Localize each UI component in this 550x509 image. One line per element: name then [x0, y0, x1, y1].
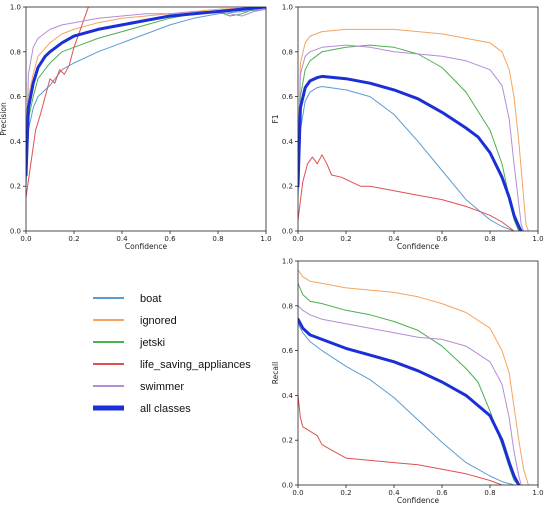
series-group	[298, 28, 529, 231]
legend-label: boat	[140, 293, 161, 305]
y-tick-label: 0.0	[282, 228, 293, 236]
series-line-jetski	[298, 282, 520, 485]
series-group	[26, 7, 266, 198]
series-line-life_saving_appliances	[298, 394, 503, 485]
f1-confidence-chart: 0.0 0.2 0.4 0.6 0.8 1.0 0.0 0.2 0.4 0.6 0.8 1.0 Conf…	[271, 4, 544, 252]
y-tick-label: 0.6	[282, 347, 294, 355]
legend: boat ignored jetski life_saving_appliancess…	[93, 293, 251, 415]
y-tick-label: 0.6	[282, 93, 294, 101]
series-line-all	[26, 7, 266, 177]
recall-confidence-chart: 0.0 0.2 0.4 0.6 0.8 1.0 0.0 0.2 0.4 0.6 0.8 1.0 Conf…	[271, 258, 544, 506]
series-line-boat	[298, 86, 515, 231]
legend-label: jetski	[139, 337, 165, 349]
plot-frame	[297, 6, 539, 232]
y-tick-label: 0.4	[282, 392, 294, 400]
legend-label: swimmer	[140, 381, 184, 393]
plot-frame	[25, 6, 267, 232]
series-group	[298, 269, 529, 485]
y-axis-label: Precision	[0, 102, 8, 136]
x-tick-label: 0.0	[20, 235, 31, 243]
legend-label: all classes	[140, 403, 191, 415]
x-tick-label: 0.2	[340, 489, 351, 497]
x-tick-label: 0.6	[436, 235, 448, 243]
x-tick-label: 0.6	[164, 235, 176, 243]
series-line-ignored	[26, 7, 266, 165]
y-tick-label: 0.8	[282, 48, 293, 56]
precision-confidence-chart: 0.0 0.2 0.4 0.6 0.8 1.0 0.0 0.2 0.4 0.6 0.8 1.0 Conf…	[0, 4, 272, 252]
y-tick-label: 0.4	[10, 138, 22, 146]
series-line-swimmer	[26, 8, 266, 165]
y-tick-label: 0.8	[10, 48, 21, 56]
series-line-jetski	[298, 44, 520, 231]
series-line-life_saving_appliances	[298, 154, 515, 231]
series-line-ignored	[298, 269, 529, 485]
y-axis-label: F1	[271, 114, 280, 123]
y-tick-label: 0.2	[282, 183, 293, 191]
x-tick-label: 1.0	[532, 235, 543, 243]
y-tick-label: 0.6	[10, 93, 22, 101]
series-line-boat	[298, 323, 515, 485]
legend-label: ignored	[140, 315, 177, 327]
x-tick-label: 0.0	[292, 489, 303, 497]
series-line-swimmer	[298, 44, 525, 231]
series-line-ignored	[298, 28, 529, 231]
x-tick-label: 0.2	[68, 235, 79, 243]
x-tick-label: 0.4	[116, 235, 128, 243]
x-tick-label: 0.0	[292, 235, 303, 243]
y-tick-label: 0.0	[10, 228, 21, 236]
x-tick-label: 0.2	[340, 235, 351, 243]
x-axis-label: Confidence	[397, 496, 440, 505]
plot-frame	[297, 260, 539, 486]
x-tick-label: 0.6	[436, 489, 448, 497]
series-line-swimmer	[298, 305, 522, 485]
y-tick-label: 0.0	[282, 482, 293, 490]
y-tick-label: 0.2	[282, 437, 293, 445]
y-tick-label: 1.0	[10, 4, 21, 12]
x-tick-label: 0.4	[388, 235, 400, 243]
y-tick-label: 0.4	[282, 138, 294, 146]
legend-label: life_saving_appliances	[140, 359, 251, 371]
x-tick-label: 1.0	[260, 235, 271, 243]
x-tick-label: 0.8	[484, 489, 495, 497]
y-tick-label: 1.0	[282, 258, 293, 266]
y-axis-label: Recall	[271, 362, 280, 384]
series-line-all	[298, 74, 523, 231]
x-tick-label: 0.8	[484, 235, 495, 243]
y-tick-label: 1.0	[282, 4, 293, 12]
x-tick-label: 1.0	[532, 489, 543, 497]
y-tick-label: 0.2	[10, 183, 21, 191]
x-axis-label: Confidence	[125, 242, 168, 251]
y-tick-label: 0.8	[282, 302, 293, 310]
series-line-boat	[26, 8, 266, 187]
series-line-all	[298, 317, 521, 485]
x-tick-label: 0.8	[212, 235, 223, 243]
series-line-jetski	[26, 7, 266, 176]
x-axis-label: Confidence	[397, 242, 440, 251]
x-tick-label: 0.4	[388, 489, 400, 497]
